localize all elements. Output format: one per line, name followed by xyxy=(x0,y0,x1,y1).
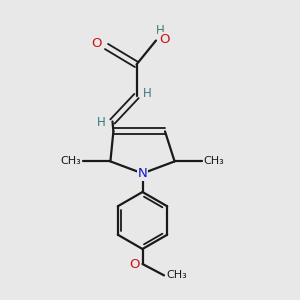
Text: O: O xyxy=(159,33,170,46)
Text: H: H xyxy=(143,87,152,100)
Text: N: N xyxy=(138,167,147,180)
Text: CH₃: CH₃ xyxy=(60,156,81,167)
Text: CH₃: CH₃ xyxy=(166,270,187,280)
Text: O: O xyxy=(129,257,139,271)
Text: O: O xyxy=(92,37,102,50)
Text: H: H xyxy=(156,24,165,38)
Text: CH₃: CH₃ xyxy=(204,156,225,167)
Text: H: H xyxy=(97,116,106,130)
